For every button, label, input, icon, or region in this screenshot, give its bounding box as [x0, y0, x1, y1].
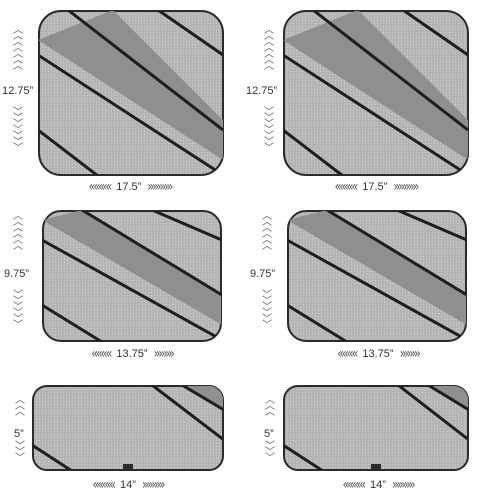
chevron-up-icon: ︿ ︿ ︿ [15, 395, 25, 418]
cube-width-dimension: ‹‹‹‹‹‹‹‹‹ 14” ››››››››› [48, 476, 208, 493]
packing-cube-large-1 [38, 10, 224, 176]
chevron-up-icon: ︿ ︿ ︿ [265, 395, 275, 418]
chevron-right-icon: ››››››››› [141, 476, 166, 493]
chevron-up-icon: ︿ ︿ ︿ ︿ ︿ ︿ ︿ [264, 25, 274, 72]
cube-width-label: 17.5” [362, 180, 388, 193]
packing-cube-medium-1 [42, 210, 222, 342]
chevron-down-icon: ﹀ ﹀ ﹀ ﹀ ﹀ ﹀ ﹀ [264, 107, 274, 154]
cube-width-label: 14” [120, 478, 136, 491]
chevron-left-icon: ‹‹‹‹‹‹‹‹‹ [342, 476, 366, 493]
chevron-down-icon: ﹀ ﹀ ﹀ [265, 441, 275, 464]
packing-cube-medium-2 [287, 210, 467, 342]
cube-width-dimension: ‹‹‹‹‹‹‹‹‹ 14” ››››››››› [298, 476, 458, 493]
cube-height-label: 12.75” [2, 85, 34, 97]
chevron-right-icon: ›››››››› [153, 345, 175, 362]
chevron-down-icon: ﹀ ﹀ ﹀ [15, 441, 25, 464]
chevron-left-icon: ‹‹‹‹‹‹‹‹ [337, 345, 358, 362]
cube-width-dimension: ‹‹‹‹‹‹‹‹ 13.75” ›››››››› [52, 345, 212, 362]
cube-height-label: 9.75” [250, 268, 276, 280]
chevron-right-icon: ›››››››› [399, 345, 421, 362]
chevron-down-icon: ﹀ ﹀ ﹀ ﹀ ﹀ ﹀ [262, 290, 272, 331]
cube-height-label: 5” [264, 428, 274, 440]
packing-cube-small-1 [32, 385, 224, 471]
chevron-right-icon: ›››››››››› [393, 178, 419, 195]
chevron-down-icon: ﹀ ﹀ ﹀ ﹀ ﹀ ﹀ [13, 290, 23, 331]
cube-height-label: 12.75” [246, 85, 278, 97]
chevron-up-icon: ︿ ︿ ︿ ︿ ︿ ︿ [13, 211, 23, 252]
cube-width-label: 17.5” [116, 180, 142, 193]
cube-height-label: 5” [14, 428, 24, 440]
chevron-right-icon: ››››››››› [391, 476, 416, 493]
cube-height-label: 9.75” [4, 268, 30, 280]
chevron-up-icon: ︿ ︿ ︿ ︿ ︿ ︿ ︿ [13, 25, 23, 72]
chevron-down-icon: ﹀ ﹀ ﹀ ﹀ ﹀ ﹀ ﹀ [13, 107, 23, 154]
chevron-left-icon: ‹‹‹‹‹‹‹‹ [91, 345, 112, 362]
packing-cube-large-2 [283, 10, 469, 176]
cube-width-label: 13.75” [362, 347, 394, 360]
packing-cube-small-2 [283, 385, 469, 471]
cube-width-dimension: ‹‹‹‹‹‹‹‹ 13.75” ›››››››› [298, 345, 458, 362]
chevron-up-icon: ︿ ︿ ︿ ︿ ︿ ︿ [262, 211, 272, 252]
chevron-left-icon: ‹‹‹‹‹‹‹‹‹ [88, 178, 113, 195]
chevron-left-icon: ‹‹‹‹‹‹‹‹‹ [92, 476, 116, 493]
chevron-left-icon: ‹‹‹‹‹‹‹‹‹ [334, 178, 359, 195]
cube-width-label: 13.75” [116, 347, 148, 360]
chevron-right-icon: ›››››››››› [147, 178, 173, 195]
cube-width-label: 14” [370, 478, 386, 491]
cube-width-dimension: ‹‹‹‹‹‹‹‹‹ 17.5” ›››››››››› [50, 178, 210, 195]
cube-width-dimension: ‹‹‹‹‹‹‹‹‹ 17.5” ›››››››››› [296, 178, 456, 195]
